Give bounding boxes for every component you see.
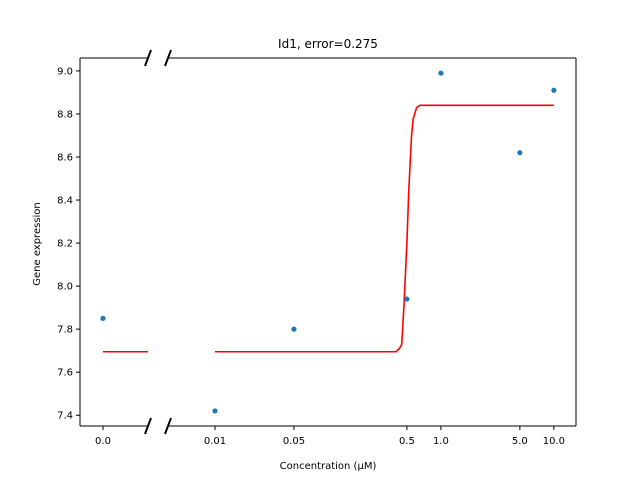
data-point [438,70,444,76]
y-axis-label: Gene expression [32,202,43,286]
axis-break-mark-1 [144,49,152,67]
chart-title: Id1, error=0.275 [278,37,378,51]
y-tick-label: 9.0 [57,66,73,77]
data-point [100,315,106,321]
x-tick-label: 1.0 [433,436,449,447]
plot-area: 7.4 7.6 7.8 8.0 8.2 8.4 8.6 8.8 9.0 0.0 0.01 0.05 0.… [57,49,577,447]
data-point [404,296,410,302]
axis-break-mark-4 [164,417,172,435]
y-tick-label: 8.2 [57,239,73,250]
y-tick-label: 7.4 [57,411,73,422]
axis-break-mark-3 [164,49,172,67]
x-tick-label: 0.05 [283,436,305,447]
y-tick-label: 7.8 [57,325,73,336]
x-axis-label: Concentration (μM) [280,461,377,472]
y-tick-label: 8.4 [57,196,73,207]
data-point [551,87,557,93]
y-tick-label: 7.6 [57,368,73,379]
data-point [291,326,297,332]
x-tick-label: 10.0 [543,436,565,447]
y-tick-label: 8.6 [57,152,73,163]
x-tick-label: 0.0 [95,436,111,447]
data-point [212,408,218,414]
data-point [517,150,523,156]
y-tick-label: 8.8 [57,109,73,120]
x-tick-label: 0.5 [399,436,415,447]
x-tick-label: 0.01 [204,436,226,447]
fit-line [215,104,554,353]
y-tick-label: 8.0 [57,282,73,293]
x-tick-label: 5.0 [512,436,528,447]
axis-break-mark-2 [144,417,152,435]
